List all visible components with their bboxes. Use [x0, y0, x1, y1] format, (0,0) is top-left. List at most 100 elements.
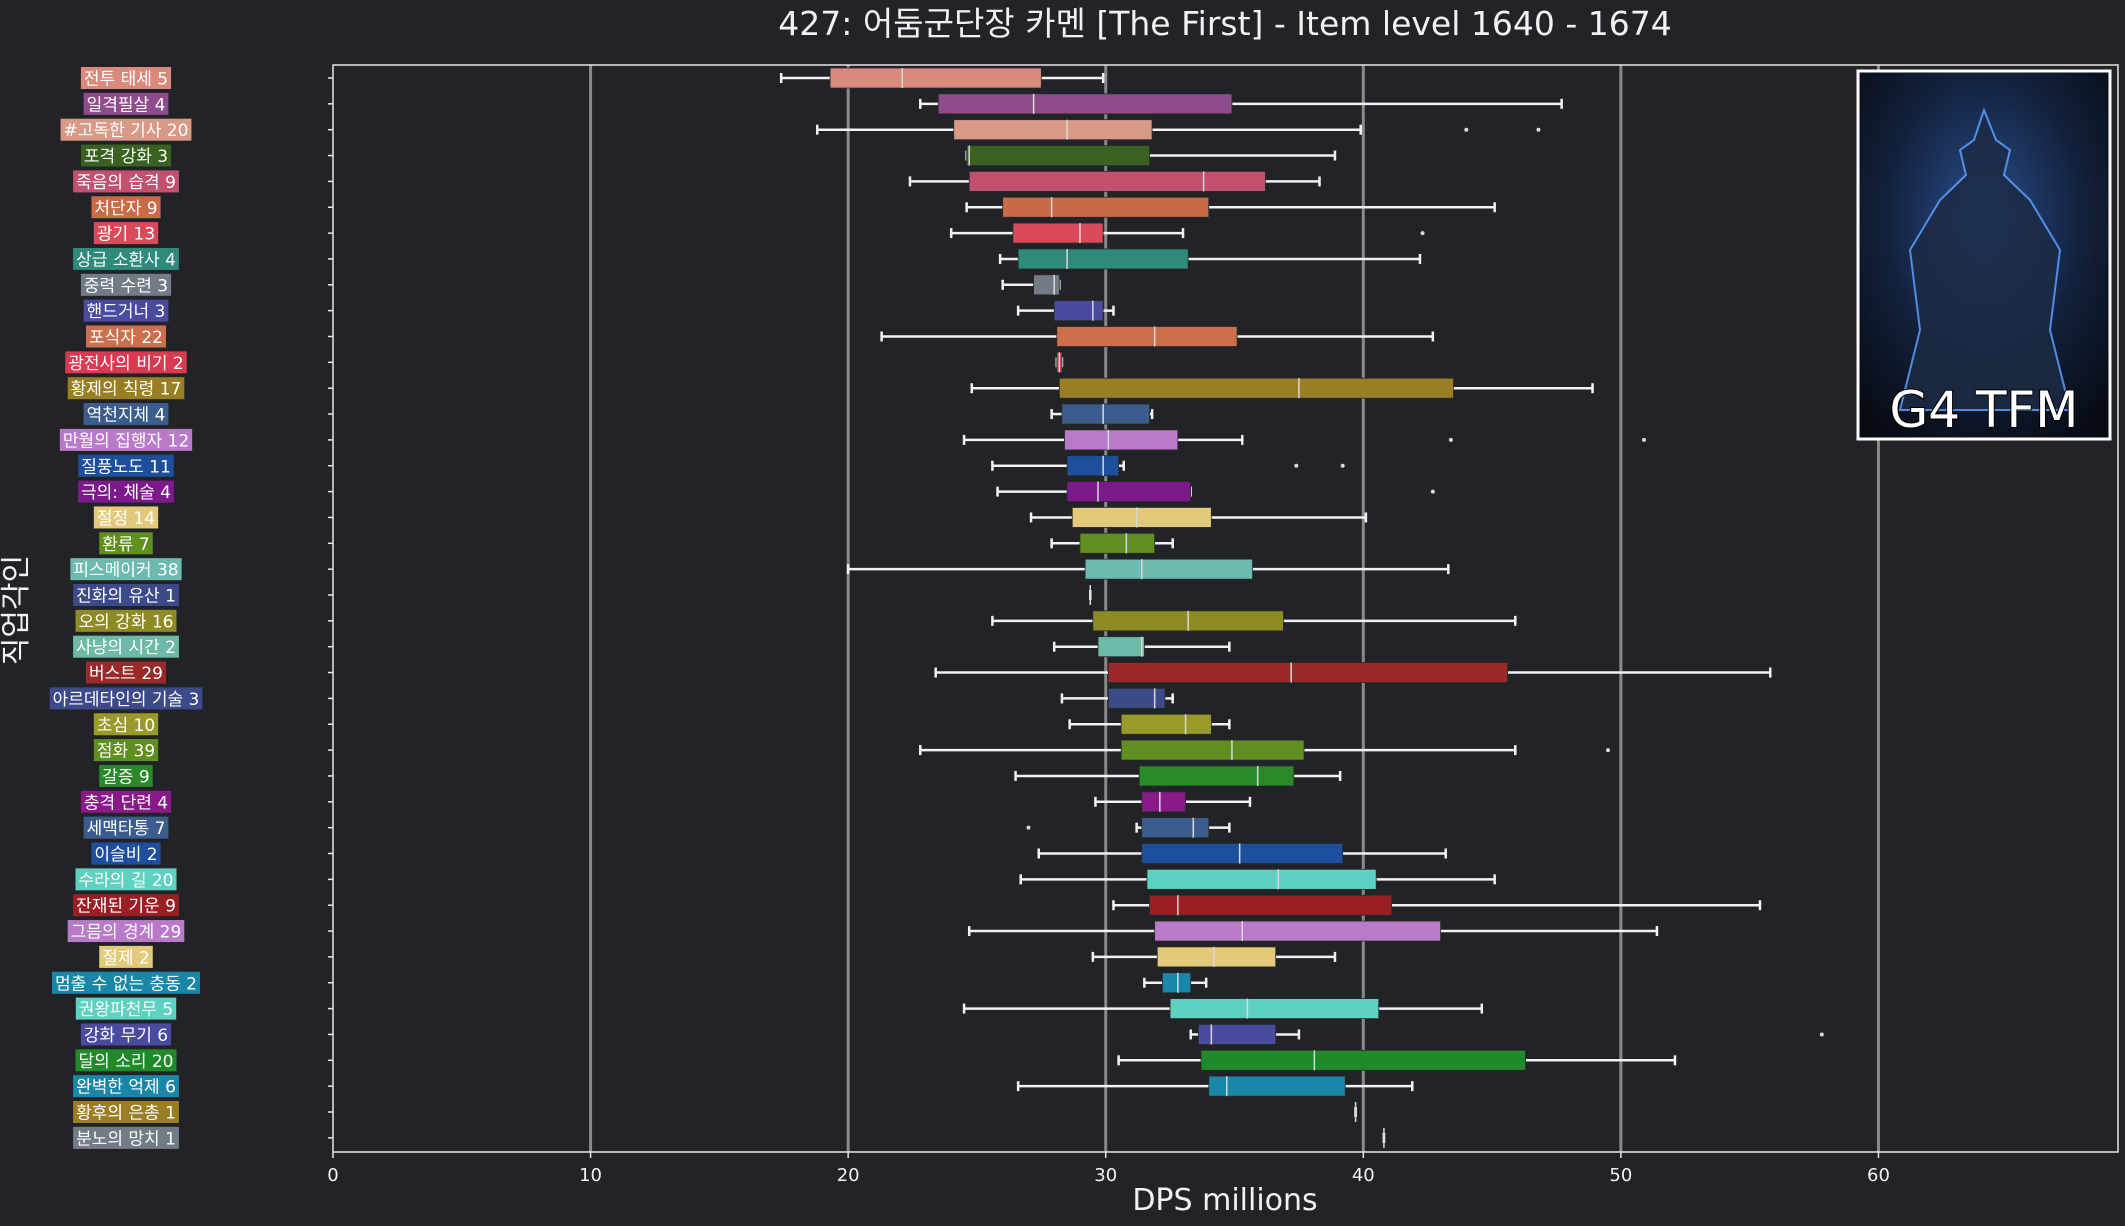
y-tick-label: 점화 39 [93, 739, 159, 762]
x-axis: 0 10 20 30 40 50 60 [327, 1152, 1890, 1186]
y-tick-label-bg [93, 739, 159, 762]
box [1071, 507, 1212, 528]
y-tick-label-text: 일격필살 4 [87, 95, 166, 115]
box [1156, 946, 1277, 968]
box-group [1050, 532, 1174, 554]
y-tick-label-text: 환류 7 [102, 535, 150, 555]
box-group [962, 998, 1484, 1019]
box [1002, 196, 1210, 218]
y-tick-label-text: 분노의 망치 1 [76, 1129, 176, 1149]
y-tick-label: 초심 10 [93, 713, 159, 736]
y-tick-label-text: 멈출 수 없는 충동 2 [55, 974, 197, 994]
x-tick-label: 20 [837, 1165, 860, 1186]
box-group [846, 558, 1450, 580]
y-tick-label-bg [59, 428, 193, 451]
box-group [1112, 894, 1762, 916]
box [1061, 403, 1150, 425]
box [1149, 894, 1393, 916]
box-group [1029, 507, 1368, 528]
box [1200, 1049, 1526, 1071]
outlier-point [1294, 463, 1299, 468]
y-tick-label: 중력 수련 3 [80, 273, 172, 296]
y-tick-label-text: 충격 단련 4 [84, 793, 168, 813]
y-tick-label: 광기 13 [93, 222, 159, 245]
y-tick-label-bg [73, 247, 179, 270]
box [1017, 248, 1189, 270]
y-tick-label: 환류 7 [99, 532, 153, 555]
y-tick-label-bg [75, 1049, 177, 1072]
outlier-point [1340, 463, 1345, 468]
y-axis-labels: 전투 태세 5 일격필살 4 #고독한 기사 20 포격 강화 3 죽음의 습격 9 처단… [49, 67, 203, 1149]
y-tick-label-text: 달의 소리 20 [79, 1052, 174, 1072]
y-tick-label: 전투 태세 5 [80, 67, 172, 90]
y-tick-label-text: 황후의 은총 1 [76, 1104, 176, 1124]
x-tick-label: 60 [1867, 1165, 1890, 1186]
y-tick-label: 멈출 수 없는 충동 2 [52, 971, 200, 994]
box-group [779, 67, 1105, 89]
y-tick-label-bg [80, 1023, 172, 1046]
box-group [1019, 868, 1496, 890]
plot-area [332, 64, 2119, 1153]
y-tick-label-bg [52, 971, 200, 994]
y-tick-label-bg [93, 222, 159, 245]
y-tick-label-bg [83, 816, 169, 839]
box [1154, 920, 1441, 942]
box-group [996, 481, 1435, 503]
y-tick-label-bg [86, 325, 166, 348]
box [937, 93, 1233, 115]
y-tick-label-bg [60, 118, 192, 141]
y-tick-label-bg [67, 920, 185, 943]
y-tick-label-text: 갈증 9 [102, 767, 150, 787]
y-tick-label-text: 포식자 22 [89, 328, 163, 348]
y-tick-label-bg [99, 764, 153, 787]
box [1066, 455, 1120, 477]
y-tick-label-bg [73, 1075, 179, 1098]
box [1141, 843, 1344, 864]
y-tick-label-bg [75, 997, 177, 1020]
y-tick-label-bg [75, 609, 177, 632]
box [1064, 429, 1179, 451]
y-tick-label-text: 사냥의 시간 2 [76, 638, 176, 658]
y-tick-label-text: 초심 10 [97, 716, 155, 736]
y-tick-label-text: 수라의 길 20 [79, 871, 174, 891]
y-tick-label-text: 이슬비 2 [94, 845, 157, 865]
y-tick-label-text: 강화 무기 6 [84, 1026, 168, 1046]
box-group [1026, 817, 1231, 839]
y-tick-label: 잔재된 기운 9 [73, 894, 179, 917]
y-tick-label: 처단자 9 [91, 196, 161, 219]
box-group [1052, 636, 1231, 658]
y-tick-label-bg [80, 790, 172, 813]
y-tick-label: 충격 단련 4 [80, 790, 172, 813]
y-tick-label-text: 아르데타인의 기술 3 [53, 690, 200, 710]
y-axis-label: 직업각인 [0, 555, 34, 665]
y-tick-label: 일격필살 4 [83, 92, 169, 115]
y-tick-label-text: 전투 태세 5 [84, 70, 168, 90]
box [1161, 972, 1192, 994]
box-group [1001, 274, 1061, 296]
y-tick-label: 질풍노도 11 [78, 454, 174, 477]
y-tick-label-text: 버스트 29 [89, 664, 163, 684]
box [1056, 326, 1238, 347]
box-group [1068, 713, 1231, 735]
box-group [919, 739, 1610, 761]
outlier-point [1430, 489, 1435, 494]
y-tick-label-text: 역천지체 4 [87, 406, 166, 426]
box-group [1117, 1049, 1677, 1071]
y-tick-label: 완벽한 억제 6 [73, 1075, 179, 1098]
y-tick-label-bg [80, 273, 172, 296]
box [1107, 662, 1508, 683]
box [966, 145, 1150, 166]
y-tick-label: 절정 14 [93, 506, 159, 529]
outlier-point [1464, 127, 1469, 132]
y-tick-label-bg [73, 584, 179, 606]
y-tick-label: 그믐의 경계 29 [67, 920, 185, 943]
box-group [1050, 403, 1154, 425]
y-tick-label: 피스메이커 38 [70, 558, 182, 581]
y-tick-label: 분노의 망치 1 [73, 1126, 179, 1149]
box [1141, 817, 1210, 839]
y-tick-label: 세맥타통 7 [83, 816, 169, 839]
box-group [880, 326, 1435, 347]
box-group [965, 196, 1496, 218]
box [1208, 1075, 1346, 1097]
y-tick-label-text: 포격 강화 3 [84, 147, 168, 167]
